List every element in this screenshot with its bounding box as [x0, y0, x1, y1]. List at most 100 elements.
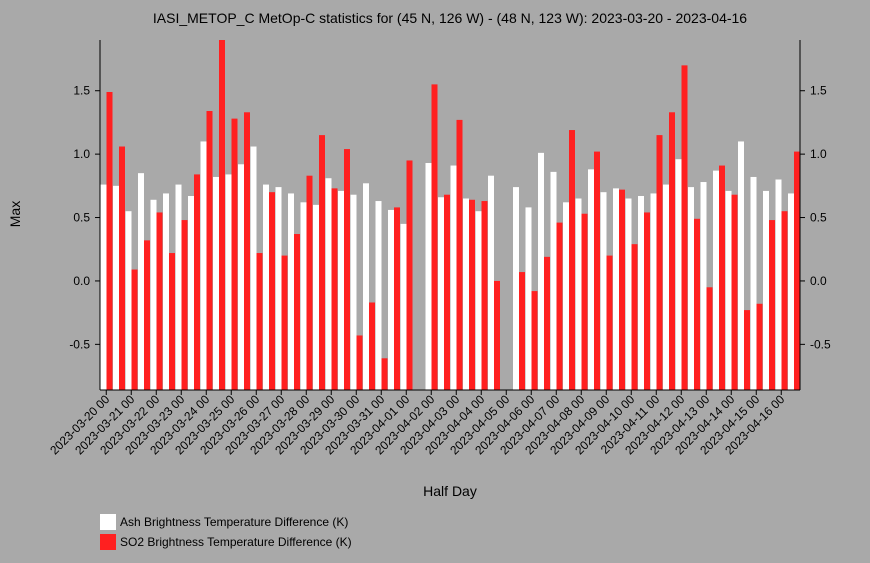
- y-tick-label-left: 0.5: [73, 211, 90, 225]
- ash-bar: [125, 211, 132, 390]
- so2-bar: [369, 302, 375, 390]
- so2-bar: [656, 135, 663, 390]
- ash-bar: [263, 184, 269, 390]
- ash-bar: [613, 188, 619, 390]
- legend-swatch-ash: [100, 514, 116, 530]
- so2-bar: [581, 213, 588, 390]
- ash-bar: [238, 164, 244, 390]
- so2-bar: [394, 207, 400, 390]
- ash-bar: [275, 187, 282, 390]
- so2-bar: [556, 222, 563, 390]
- so2-bar: [706, 287, 713, 390]
- ash-bar: [200, 141, 207, 390]
- ash-bar: [225, 174, 232, 390]
- ash-bar: [538, 152, 544, 390]
- ash-bar: [675, 159, 682, 390]
- ash-bar: [250, 146, 257, 390]
- ash-bar: [188, 195, 194, 390]
- ash-bar: [313, 204, 319, 390]
- so2-bar: [744, 310, 750, 390]
- so2-bar: [181, 220, 188, 390]
- so2-bar: [431, 84, 438, 390]
- so2-bar: [331, 188, 338, 390]
- legend-item-ash: Ash Brightness Temperature Difference (K…: [100, 512, 352, 532]
- so2-bar: [281, 255, 288, 390]
- ash-bar: [563, 202, 569, 390]
- ash-bar: [325, 178, 332, 390]
- so2-bar: [719, 165, 725, 390]
- ash-bar: [750, 176, 757, 390]
- so2-bar: [194, 174, 200, 390]
- ash-bar: [738, 141, 744, 390]
- so2-bar: [244, 112, 250, 390]
- ash-bar: [788, 193, 794, 390]
- so2-bar: [531, 291, 538, 390]
- so2-bar: [606, 255, 613, 390]
- ash-bar: [588, 169, 594, 390]
- legend-item-so2: SO2 Brightness Temperature Difference (K…: [100, 532, 352, 552]
- so2-bar: [594, 151, 600, 390]
- so2-bar: [619, 189, 625, 390]
- y-tick-label-left: 1.0: [73, 147, 90, 161]
- ash-bar: [650, 193, 657, 390]
- ash-bar: [163, 193, 169, 390]
- so2-bar: [444, 194, 450, 390]
- y-tick-label-left: 1.5: [73, 84, 90, 98]
- y-tick-label-left: -0.5: [69, 337, 90, 351]
- so2-bar: [319, 135, 325, 390]
- y-tick-label-right: 1.5: [810, 84, 827, 98]
- ash-bar: [513, 187, 519, 390]
- ash-bar: [688, 187, 694, 390]
- ash-bar: [663, 184, 669, 390]
- so2-bar: [294, 234, 300, 390]
- chart-title: IASI_METOP_C MetOp-C statistics for (45 …: [153, 10, 747, 26]
- so2-bar: [469, 199, 475, 390]
- y-tick-label-left: 0.0: [73, 274, 90, 288]
- ash-bar: [150, 199, 157, 390]
- so2-bar: [381, 358, 388, 390]
- so2-bar: [169, 253, 175, 390]
- ash-bar: [638, 195, 644, 390]
- x-axis-label: Half Day: [423, 483, 477, 499]
- ash-bar: [713, 170, 719, 390]
- so2-bar: [206, 111, 213, 390]
- so2-bar: [794, 151, 800, 390]
- ash-bar: [388, 209, 394, 390]
- legend-swatch-so2: [100, 534, 116, 550]
- axes-layer: [99, 40, 801, 391]
- ash-bar: [113, 185, 119, 390]
- ticks-layer: -0.5 -0.50.0 0.00.5 0.51.0 1.01.5 1.52023-03-…: [47, 84, 831, 458]
- so2-bar: [106, 91, 113, 391]
- so2-bar: [519, 272, 525, 390]
- so2-bar: [144, 240, 150, 390]
- ash-bar: [425, 163, 432, 390]
- so2-bar: [256, 253, 263, 390]
- so2-bar: [769, 220, 775, 390]
- legend: Ash Brightness Temperature Difference (K…: [100, 512, 352, 552]
- so2-bar: [681, 65, 688, 391]
- ash-bar: [463, 198, 469, 390]
- ash-bar: [138, 173, 144, 390]
- ash-bar: [763, 190, 769, 390]
- ash-bar: [525, 207, 532, 390]
- ash-bar: [100, 184, 107, 390]
- so2-bar: [631, 244, 638, 390]
- so2-bar: [219, 40, 225, 390]
- y-tick-label-right: 0.0: [810, 274, 827, 288]
- y-tick-label-right: -0.5: [810, 337, 831, 351]
- y-axis-label: Max: [7, 201, 23, 227]
- ash-bar: [375, 201, 382, 390]
- ash-bar: [775, 179, 782, 390]
- so2-bar: [494, 280, 500, 390]
- ash-bar: [363, 183, 369, 390]
- so2-bar: [756, 303, 763, 390]
- ash-bar: [400, 223, 407, 390]
- y-tick-label-right: 1.0: [810, 147, 827, 161]
- ash-bar: [175, 184, 182, 390]
- ash-bar: [600, 192, 607, 390]
- so2-bar: [306, 175, 313, 390]
- so2-bar: [731, 194, 738, 390]
- legend-label-ash: Ash Brightness Temperature Difference (K…: [120, 515, 349, 529]
- so2-bar: [119, 146, 125, 390]
- ash-bar: [288, 193, 294, 390]
